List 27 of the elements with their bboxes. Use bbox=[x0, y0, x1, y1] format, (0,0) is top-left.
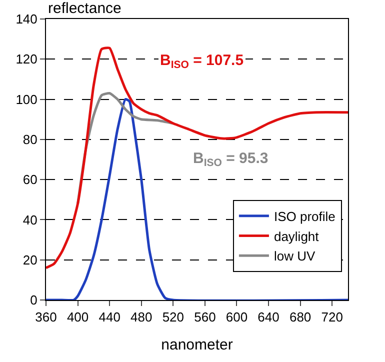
line-series bbox=[46, 98, 348, 300]
annotation: B$_{ISO}$ = 95.3 bbox=[193, 150, 268, 170]
x-tick-label: 680 bbox=[289, 310, 312, 325]
x-tick-label: 360 bbox=[35, 310, 57, 325]
x-tick-label: 600 bbox=[226, 310, 248, 325]
y-tick-label: 120 bbox=[16, 52, 38, 67]
line-series bbox=[46, 46, 348, 270]
x-tick-label: 400 bbox=[66, 310, 89, 325]
y-tick-label: 140 bbox=[16, 12, 38, 27]
y-tick-label: 60 bbox=[22, 172, 38, 188]
legend-label: low UV bbox=[274, 248, 316, 264]
y-axis-title: reflectance bbox=[48, 0, 122, 17]
y-tick-label: 100 bbox=[16, 92, 38, 107]
annotation: B$_{ISO}$ = 107.5 bbox=[160, 52, 244, 72]
x-tick-label: 480 bbox=[130, 310, 152, 325]
x-tick-label: 520 bbox=[162, 310, 184, 325]
x-axis-title: nanometer bbox=[161, 336, 233, 354]
x-tick-label: 720 bbox=[321, 310, 343, 325]
y-tick-label: 40 bbox=[22, 212, 38, 228]
y-tick-label: 0 bbox=[30, 292, 38, 308]
y-tick-label: 20 bbox=[22, 252, 38, 268]
x-tick-label: 640 bbox=[258, 310, 280, 325]
legend-label: daylight bbox=[274, 228, 320, 244]
x-tick-label: 560 bbox=[194, 310, 216, 325]
y-tick-label: 80 bbox=[22, 132, 38, 147]
legend-label: ISO profile bbox=[274, 208, 336, 224]
x-tick-label: 440 bbox=[98, 310, 120, 325]
